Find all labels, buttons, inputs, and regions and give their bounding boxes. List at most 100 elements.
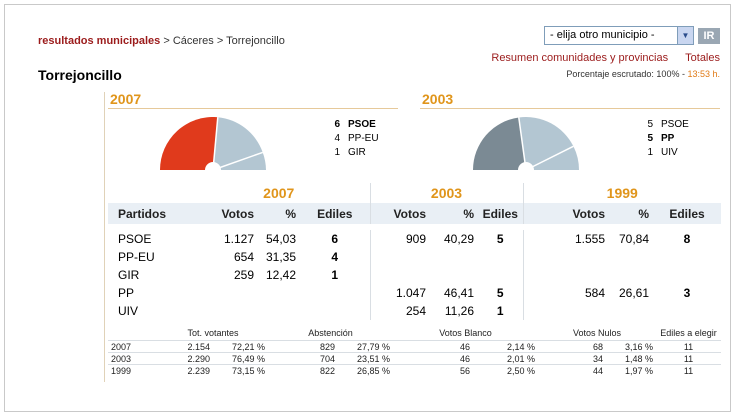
party-name: PP-EU: [348, 133, 379, 144]
pct-cell: [430, 248, 478, 266]
seat-sector-pp: [518, 117, 574, 170]
pct-cell: [430, 266, 478, 284]
seats-cell: 6: [331, 232, 339, 246]
votes-cell: [188, 302, 258, 320]
null-pct-cell: 3,16 %: [606, 340, 656, 353]
results-year-1999: 1999: [522, 183, 721, 203]
scrutiny-time: 13:53 h.: [687, 69, 720, 79]
seat-sector-pp-eu: [213, 117, 263, 170]
seats-cell: [300, 284, 370, 302]
totals-link[interactable]: Totales: [685, 52, 720, 64]
pct-cell: 11,26: [444, 304, 474, 318]
voters-cell: 2.290: [158, 352, 213, 365]
party-name: PSOE: [348, 119, 376, 130]
seat-count: 4: [334, 133, 340, 144]
pct-cell: 54,03: [265, 232, 296, 246]
table-row: GIR 259 12,42 1: [108, 266, 721, 284]
breadcrumb-province[interactable]: Cáceres: [172, 35, 214, 47]
pct-cell: [258, 284, 300, 302]
scrutiny-label: Porcentaje escrutado: 100% -: [566, 69, 685, 79]
votes-cell: [369, 266, 430, 284]
party-name: UIV: [661, 147, 678, 158]
chevron-down-icon[interactable]: ▼: [677, 27, 693, 44]
seats-cell: 8: [683, 232, 691, 246]
totals-year: 1999: [108, 364, 158, 376]
seats-cell: [478, 248, 523, 266]
blank-cell: 46: [393, 352, 473, 365]
totals-header-abstention: Abstención: [308, 328, 353, 338]
seats-cell: 1: [331, 268, 339, 282]
seat-chart-2007: [160, 117, 266, 172]
municipality-select-value: - elija otro municipio -: [550, 29, 655, 41]
votes-cell: 1.555: [522, 230, 609, 248]
totals-header-blank: Votos Blanco: [439, 328, 492, 338]
left-divider: [104, 92, 105, 382]
seats-cell: 5: [496, 232, 504, 246]
party-name: GIR: [348, 147, 366, 158]
column-header-party: Partidos: [108, 203, 188, 224]
seat-chart-2003: [473, 117, 579, 172]
seats-to-elect-cell: 11: [656, 352, 721, 365]
null-cell: 34: [538, 352, 606, 365]
go-button[interactable]: IR: [698, 28, 720, 44]
abstention-cell: 829: [268, 340, 338, 353]
page-frame: [4, 4, 731, 412]
breadcrumb-separator: >: [216, 35, 224, 47]
breadcrumb-town: Torrejoncillo: [226, 35, 285, 47]
voters-pct-cell: 73,15 %: [213, 364, 268, 376]
totals-header-null: Votos Nulos: [572, 328, 622, 338]
seats-cell: [300, 302, 370, 320]
pct-cell: 40,29: [443, 232, 474, 246]
voters-pct-cell: 72,21 %: [213, 340, 268, 353]
null-cell: 44: [538, 364, 606, 376]
votes-cell: 259: [233, 268, 254, 282]
breadcrumb: resultados municipales > Cáceres > Torre…: [38, 35, 285, 47]
municipality-select[interactable]: - elija otro municipio - ▼: [544, 26, 694, 45]
column-header-votes: Votos: [522, 203, 609, 224]
abstention-pct-cell: 23,51 %: [338, 352, 393, 365]
votes-cell: 654: [233, 250, 254, 264]
seats-cell: 4: [331, 250, 339, 264]
pct-cell: [609, 266, 653, 284]
table-row: PP-EU 654 31,35 4: [108, 248, 721, 266]
seats-cell: 5: [496, 286, 504, 300]
blank-pct-cell: 2,14 %: [473, 340, 538, 353]
seat-count: 1: [334, 147, 340, 158]
votes-cell: [522, 248, 609, 266]
pct-cell: 26,61: [618, 286, 649, 300]
null-cell: 68: [538, 340, 606, 353]
seat-sector-psoe: [160, 117, 218, 170]
breadcrumb-root[interactable]: resultados municipales: [38, 35, 161, 47]
year-underline-2003: [420, 108, 720, 109]
pct-cell: [609, 248, 653, 266]
null-pct-cell: 1,97 %: [606, 364, 656, 376]
header-links: Resumen comunidades y provincias Totales: [491, 52, 720, 64]
votes-cell: 1.047: [369, 284, 430, 302]
column-header-seats: Ediles: [653, 203, 721, 224]
table-row: 2007 2.154 72,21 % 829 27,79 % 46 2,14 %…: [108, 340, 721, 353]
blank-cell: 56: [393, 364, 473, 376]
seat-count: 6: [334, 119, 340, 130]
votes-cell: 1.127: [223, 232, 254, 246]
column-header-pct: %: [609, 203, 653, 224]
summary-link[interactable]: Resumen comunidades y provincias: [491, 52, 669, 64]
table-row: UIV 254 11,26 1: [108, 302, 721, 320]
table-row: 2003 2.290 76,49 % 704 23,51 % 46 2,01 %…: [108, 352, 721, 365]
party-cell: UIV: [118, 304, 139, 318]
results-year-2003: 2003: [369, 183, 523, 203]
abstention-pct-cell: 26,85 %: [338, 364, 393, 376]
null-pct-cell: 1,48 %: [606, 352, 656, 365]
votes-cell: 584: [522, 284, 609, 302]
pct-cell: [258, 302, 300, 320]
totals-header-voters: Tot. votantes: [187, 328, 239, 338]
column-header-pct: %: [430, 203, 478, 224]
abstention-cell: 704: [268, 352, 338, 365]
votes-cell: 254: [369, 302, 430, 320]
pct-cell: [609, 302, 653, 320]
party-cell: PP-EU: [118, 250, 155, 264]
table-row: PSOE 1.127 54,03 6 909 40,29 5 1.555 70,…: [108, 230, 721, 248]
year-underline-2007: [108, 108, 398, 109]
totals-header-seats: Ediles a elegir: [660, 328, 717, 338]
votes-cell: [522, 266, 609, 284]
table-row: 1999 2.239 73,15 % 822 26,85 % 56 2,50 %…: [108, 364, 721, 376]
